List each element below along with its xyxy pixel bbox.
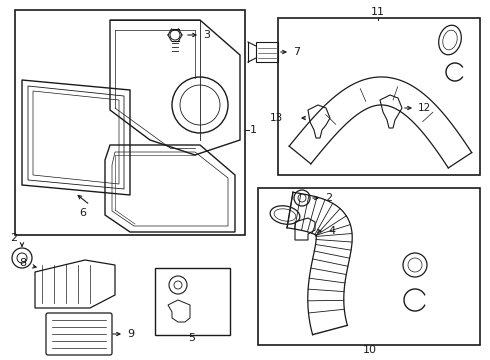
Text: 12: 12 <box>418 103 431 113</box>
Text: 2: 2 <box>325 193 332 203</box>
Text: 6: 6 <box>79 208 87 218</box>
Text: 5: 5 <box>189 333 196 343</box>
Bar <box>258 188 480 345</box>
Bar <box>256 42 278 62</box>
Bar <box>15 10 245 235</box>
Text: 1: 1 <box>250 125 257 135</box>
Text: 9: 9 <box>127 329 134 339</box>
Text: 7: 7 <box>293 47 300 57</box>
Text: 3: 3 <box>203 30 210 40</box>
Text: 10: 10 <box>363 345 377 355</box>
Text: 13: 13 <box>270 113 283 123</box>
Text: 8: 8 <box>20 258 26 268</box>
Bar <box>155 268 230 335</box>
Text: 11: 11 <box>371 7 385 17</box>
Text: 4: 4 <box>328 226 335 236</box>
Text: 2: 2 <box>10 233 18 243</box>
Bar <box>278 18 480 175</box>
